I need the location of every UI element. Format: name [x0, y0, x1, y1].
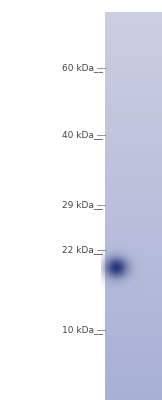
- Text: 40 kDa__: 40 kDa__: [62, 130, 103, 140]
- Text: 10 kDa__: 10 kDa__: [62, 326, 103, 334]
- Text: 29 kDa__: 29 kDa__: [62, 200, 103, 210]
- Text: 22 kDa__: 22 kDa__: [62, 246, 103, 254]
- Text: 60 kDa__: 60 kDa__: [62, 64, 103, 72]
